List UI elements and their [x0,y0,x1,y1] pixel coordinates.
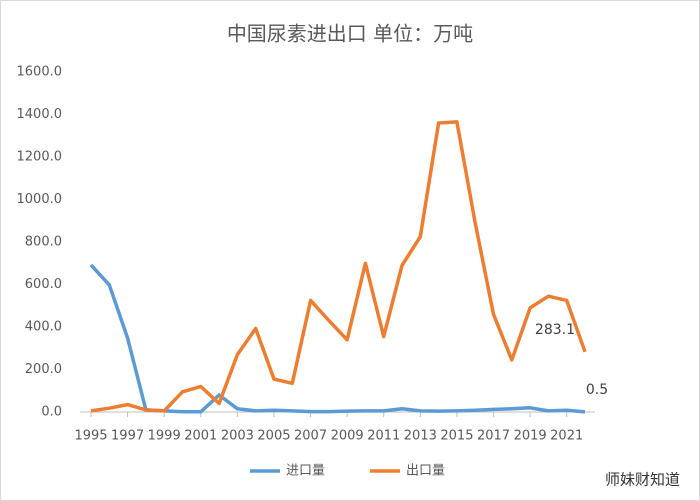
y-tick-label: 1400.0 [17,107,63,122]
data-label: 283.1 [535,322,575,338]
x-tick-label: 2017 [477,429,510,444]
x-tick-label: 2003 [221,429,254,444]
legend-label: 进口量 [286,464,325,479]
y-tick-label: 0.0 [41,405,62,420]
legend-label: 出口量 [406,464,445,479]
chart-title: 中国尿素进出口 单位：万吨 [227,22,473,46]
line-series [89,263,586,414]
x-tick-label: 2011 [367,429,400,444]
x-tick-label: 2005 [257,429,290,444]
y-tick-label: 400.0 [25,320,62,335]
x-tick-label: 2019 [514,429,547,444]
x-tick-label: 1995 [74,429,107,444]
x-tick-label: 2021 [550,429,583,444]
x-tick-label: 2015 [440,429,473,444]
x-tick-label: 2007 [294,429,327,444]
y-tick-label: 800.0 [25,235,62,250]
x-tick-label: 1999 [148,429,181,444]
line-series [90,120,587,413]
y-tick-label: 1600.0 [17,65,63,80]
x-tick-label: 2013 [404,429,437,444]
x-tick-label: 1997 [111,429,144,444]
watermark: 师妹财知道 [605,471,680,489]
x-tick-label: 2009 [331,429,364,444]
y-tick-label: 1200.0 [17,150,63,165]
y-tick-label: 600.0 [25,277,62,292]
x-tick-label: 2001 [184,429,217,444]
y-tick-label: 200.0 [25,362,62,377]
y-tick-label: 1000.0 [17,192,63,207]
data-label: 0.5 [586,382,608,398]
